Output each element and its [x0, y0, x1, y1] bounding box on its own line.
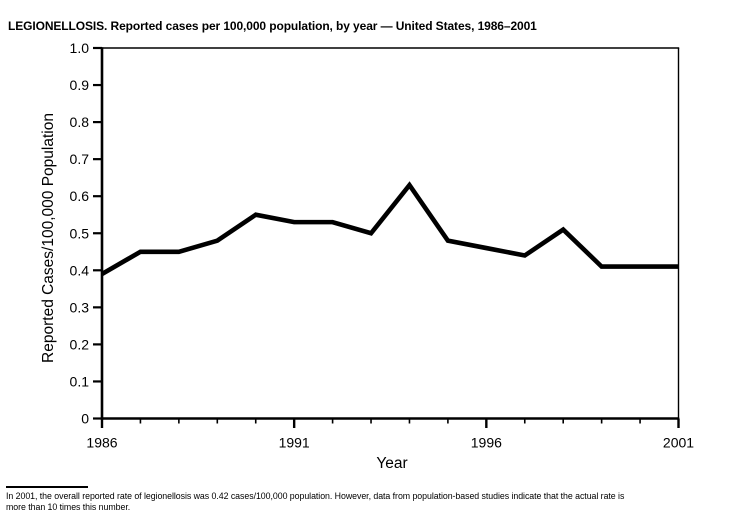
footnote: In 2001, the overall reported rate of le… [6, 491, 744, 513]
footnote-rule [6, 486, 88, 488]
footnote-line-2: more than 10 times this number. [6, 501, 131, 512]
x-tick-label: 1996 [471, 435, 502, 451]
y-tick-label: 0.6 [70, 188, 90, 204]
y-tick-label: 0 [81, 411, 89, 427]
x-tick-label: 1991 [279, 435, 310, 451]
y-tick-label: 0.9 [70, 77, 90, 93]
x-tick-label: 1986 [86, 435, 117, 451]
x-tick-label: 2001 [663, 435, 694, 451]
y-axis-title: Reported Cases/100,000 Population [40, 113, 57, 363]
data-line [100, 181, 679, 276]
y-tick-label: 0.5 [70, 225, 90, 241]
y-tick-label: 0.4 [70, 262, 90, 278]
figure-title: LEGIONELLOSIS. Reported cases per 100,00… [8, 19, 537, 33]
y-tick-label: 1.0 [70, 40, 90, 56]
y-tick-label: 0.8 [70, 114, 90, 130]
x-axis-title: Year [376, 455, 408, 472]
footnote-line-1: In 2001, the overall reported rate of le… [6, 491, 625, 501]
y-tick-label: 0.1 [70, 373, 90, 389]
y-tick-label: 0.2 [70, 336, 90, 352]
y-tick-label: 0.7 [70, 151, 90, 167]
y-tick-label: 0.3 [70, 299, 90, 315]
